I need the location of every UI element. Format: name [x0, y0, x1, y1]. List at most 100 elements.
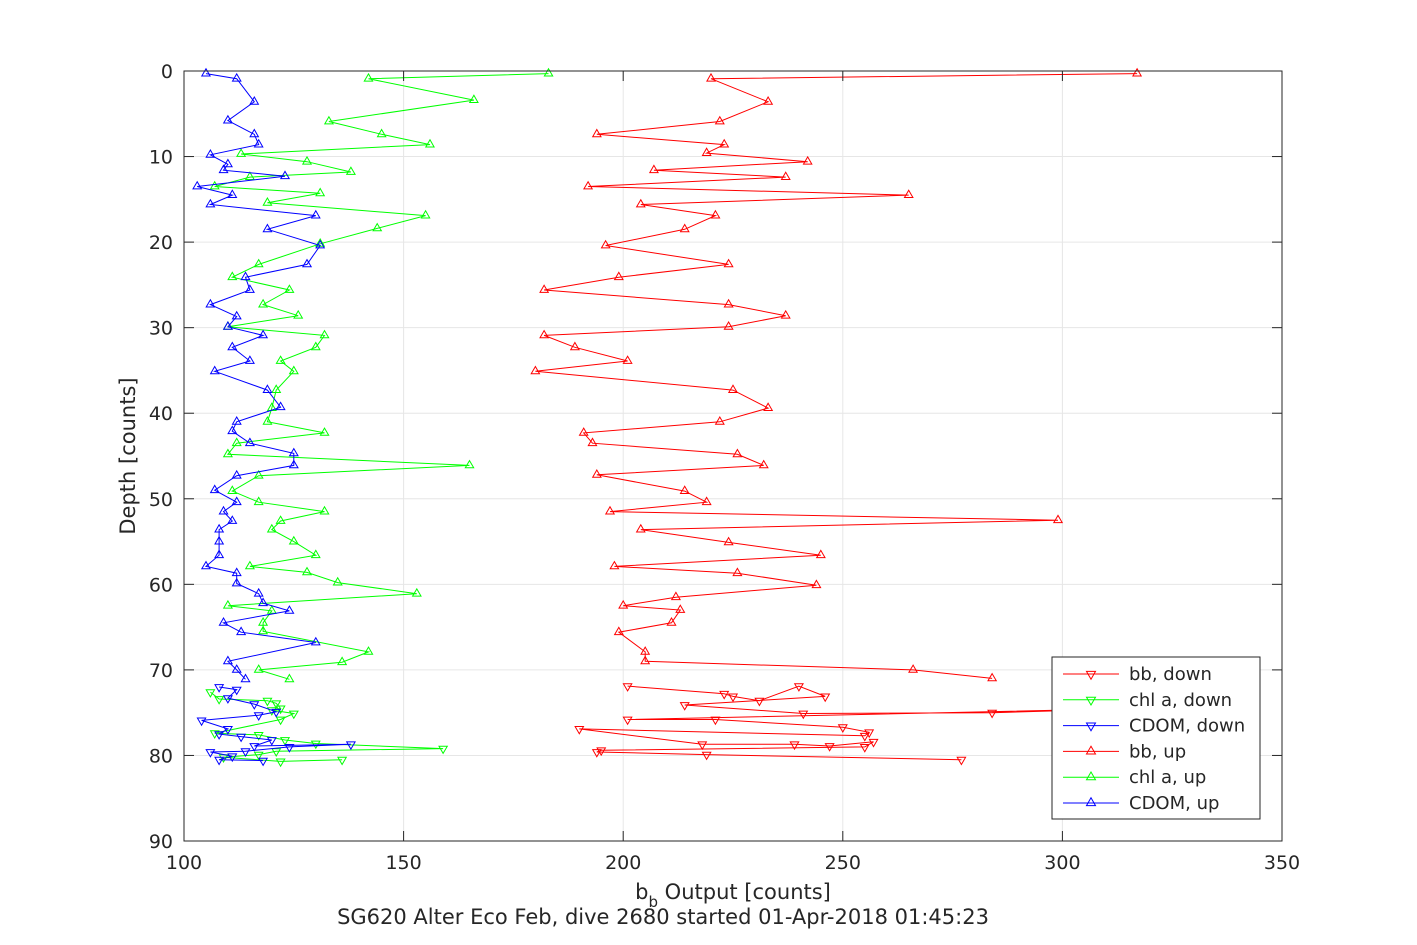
data-point — [205, 198, 216, 208]
y-tick-label: 10 — [149, 147, 173, 169]
data-point — [200, 560, 211, 570]
data-point — [253, 258, 264, 268]
data-point — [640, 655, 651, 665]
data-point — [240, 673, 251, 683]
data-point — [258, 625, 269, 635]
series-line — [579, 685, 1142, 761]
data-point — [196, 717, 207, 727]
data-point — [723, 321, 734, 330]
legend-label: bb, up — [1129, 741, 1186, 762]
data-point — [231, 496, 242, 506]
data-point — [1132, 67, 1143, 77]
data-point — [679, 223, 690, 233]
data-point — [622, 355, 633, 364]
data-point — [205, 749, 216, 758]
data-point — [714, 416, 725, 425]
y-tick-label: 80 — [149, 745, 173, 767]
data-point — [723, 258, 734, 268]
data-point — [622, 716, 633, 726]
data-point — [345, 741, 356, 751]
x-tick-label: 250 — [825, 852, 861, 874]
data-point — [271, 708, 282, 718]
data-point — [587, 437, 598, 447]
data-point — [591, 468, 602, 478]
data-point — [679, 702, 690, 711]
legend-item: CDOM, up — [1063, 793, 1219, 814]
data-point — [411, 587, 422, 597]
data-point — [723, 536, 734, 546]
data-point — [258, 757, 269, 767]
data-point — [301, 258, 313, 268]
data-point — [222, 321, 233, 330]
legend-box — [1051, 656, 1261, 820]
data-point — [798, 710, 809, 720]
data-point — [271, 700, 282, 710]
data-point — [240, 748, 251, 757]
data-point — [569, 341, 580, 351]
data-point — [227, 341, 238, 351]
data-point — [205, 148, 216, 158]
data-point — [701, 751, 712, 761]
data-point — [701, 496, 712, 506]
data-point — [231, 577, 242, 587]
data-point — [209, 180, 220, 190]
data-point — [236, 626, 247, 636]
data-point — [284, 673, 295, 683]
data-point — [578, 427, 589, 436]
data-point — [192, 180, 203, 190]
data-point — [279, 737, 291, 746]
data-point — [262, 415, 273, 425]
data-point — [288, 447, 299, 457]
data-point — [222, 655, 233, 665]
data-point — [218, 616, 229, 626]
y-tick-label: 60 — [149, 574, 173, 596]
data-point — [732, 448, 743, 458]
y-tick-label: 30 — [149, 318, 173, 340]
data-point — [600, 239, 611, 249]
data-point — [868, 738, 879, 748]
data-point — [464, 459, 475, 469]
data-point — [258, 616, 269, 626]
data-point — [236, 148, 247, 157]
data-point — [288, 535, 299, 545]
data-point — [253, 138, 264, 148]
data-point — [372, 222, 383, 232]
data-point — [319, 427, 330, 436]
series-bb-up — [530, 67, 1143, 682]
data-point — [249, 95, 260, 105]
data-point — [618, 599, 629, 609]
y-tick-label: 0 — [161, 61, 173, 83]
data-point — [780, 309, 791, 319]
series-cdom-down — [196, 684, 356, 767]
data-point — [249, 128, 260, 138]
data-point — [253, 496, 264, 506]
legend-label: chl a, down — [1129, 690, 1232, 711]
data-point — [253, 732, 264, 741]
series-line — [197, 73, 322, 680]
data-point — [802, 155, 813, 165]
series-bb-down — [574, 683, 1147, 766]
x-axis-title-subscript: b — [648, 893, 658, 911]
data-point — [227, 485, 238, 494]
data-point — [763, 95, 774, 105]
data-point — [214, 731, 225, 740]
data-point — [209, 484, 220, 494]
data-point — [244, 437, 255, 447]
legend-label: bb, down — [1129, 664, 1212, 685]
legend: bb, down chl a, down CDOM, down bb, up chl a… — [1051, 656, 1261, 820]
data-point — [609, 560, 620, 570]
data-point — [288, 459, 299, 469]
data-point — [719, 138, 730, 148]
y-tick-label: 50 — [149, 489, 173, 511]
data-point — [789, 741, 800, 751]
data-point — [635, 523, 646, 533]
data-point — [271, 384, 282, 393]
data-point — [222, 599, 233, 609]
data-point — [824, 743, 835, 752]
legend-marker — [1085, 722, 1097, 732]
data-point — [987, 709, 998, 719]
data-point — [319, 329, 330, 339]
data-point — [244, 355, 255, 364]
data-point — [253, 751, 264, 761]
data-point — [908, 664, 919, 673]
